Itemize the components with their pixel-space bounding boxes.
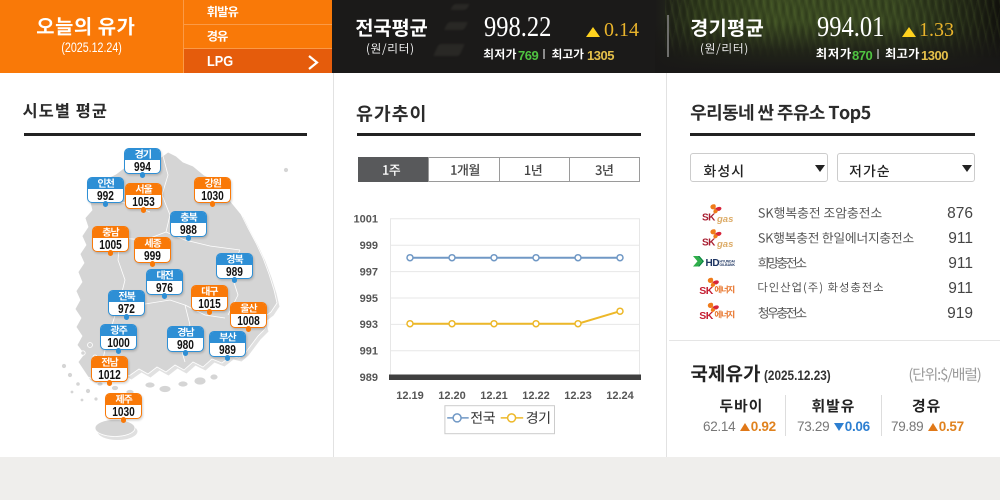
svg-text:12.19: 12.19 (396, 390, 424, 402)
svg-text:HD: HD (706, 258, 720, 269)
svg-text:SK: SK (699, 310, 714, 322)
svg-text:1001: 1001 (354, 214, 378, 226)
svg-text:SK: SK (702, 213, 716, 224)
svg-text:989: 989 (360, 372, 378, 384)
svg-text:12.23: 12.23 (564, 390, 592, 402)
svg-text:gas: gas (716, 214, 733, 225)
svg-text:SK: SK (702, 238, 716, 249)
svg-text:gas: gas (716, 239, 733, 250)
svg-text:SK: SK (699, 285, 714, 297)
svg-text:12.22: 12.22 (522, 390, 550, 402)
svg-text:12.21: 12.21 (480, 390, 508, 402)
svg-text:12.20: 12.20 (438, 390, 466, 402)
svg-text:999: 999 (360, 240, 378, 252)
svg-text:997: 997 (360, 266, 378, 278)
svg-text:OILBANK: OILBANK (720, 263, 736, 267)
svg-text:993: 993 (360, 319, 378, 331)
svg-text:991: 991 (360, 346, 378, 358)
svg-text:995: 995 (360, 293, 378, 305)
svg-text:HYUNDAI: HYUNDAI (720, 259, 736, 263)
svg-text:12.24: 12.24 (606, 390, 634, 402)
